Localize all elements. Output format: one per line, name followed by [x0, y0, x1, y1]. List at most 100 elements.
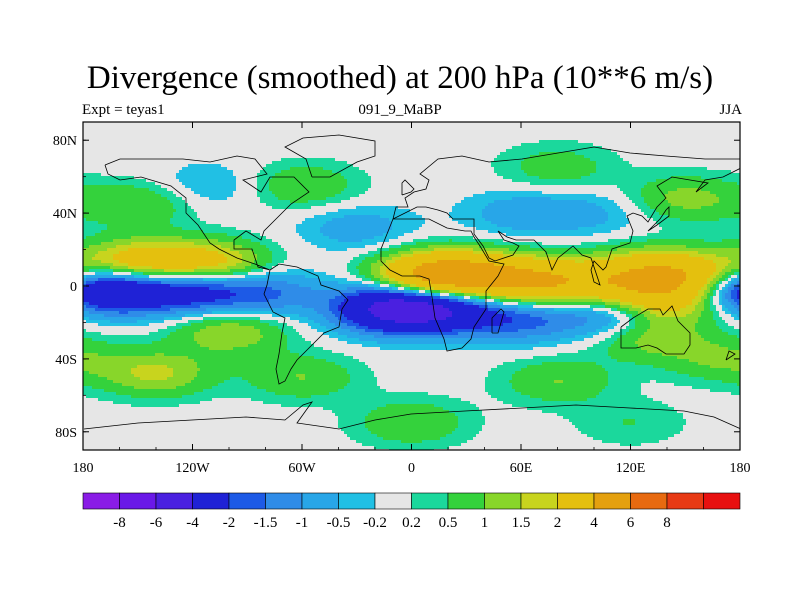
- field-cell: [404, 287, 410, 290]
- field-cell: [728, 347, 740, 350]
- field-cell: [485, 383, 512, 386]
- field-cell: [635, 362, 698, 365]
- field-cell: [608, 323, 617, 326]
- field-cell: [83, 329, 86, 332]
- field-cell: [194, 332, 260, 335]
- field-cell: [704, 377, 740, 380]
- field-cell: [173, 215, 197, 218]
- field-cell: [362, 278, 371, 281]
- field-cell: [341, 302, 374, 305]
- field-cell: [389, 275, 416, 278]
- field-cell: [686, 245, 740, 248]
- field-cell: [707, 284, 713, 287]
- field-cell: [191, 380, 224, 383]
- field-cell: [476, 293, 491, 296]
- field-cell: [218, 239, 251, 242]
- field-cell: [620, 242, 740, 245]
- field-cell: [170, 221, 206, 224]
- field-cell: [497, 365, 527, 368]
- axis-layer: 180 120W 60W 0 60E 120E 180 80N 40N 0 40S 80S: [53, 122, 751, 476]
- field-cell: [83, 296, 230, 299]
- field-cell: [389, 284, 395, 287]
- field-cell: [389, 248, 410, 251]
- field-cell: [83, 383, 122, 386]
- field-cell: [527, 173, 590, 176]
- field-cell: [257, 179, 269, 182]
- field-cell: [485, 389, 515, 392]
- field-cell: [512, 227, 578, 230]
- field-cell: [716, 320, 725, 323]
- field-cell: [719, 218, 740, 221]
- field-cell: [719, 302, 722, 305]
- field-cell: [734, 317, 740, 320]
- field-cell: [320, 323, 335, 326]
- field-cell: [728, 281, 731, 284]
- field-cell: [605, 314, 614, 317]
- field-cell: [431, 251, 473, 254]
- field-cell: [686, 272, 713, 275]
- field-cell: [92, 257, 113, 260]
- field-cell: [191, 302, 233, 305]
- field-cell: [617, 248, 740, 251]
- colorbar-label: -1.5: [254, 515, 278, 531]
- colorbar-label: -6: [150, 515, 163, 531]
- field-cell: [611, 308, 617, 311]
- field-cell: [233, 302, 329, 305]
- field-cell: [641, 188, 677, 191]
- field-cell: [671, 266, 716, 269]
- field-cell: [350, 374, 374, 377]
- field-cell: [218, 251, 239, 254]
- field-cell: [500, 308, 518, 311]
- field-cell: [587, 320, 611, 323]
- field-cell: [389, 263, 422, 266]
- field-cell: [83, 218, 86, 221]
- field-cell: [254, 251, 272, 254]
- colorbar-swatch: [703, 492, 741, 510]
- field-cell: [452, 218, 485, 221]
- field-cell: [107, 227, 182, 230]
- field-cell: [269, 179, 347, 182]
- field-cell: [83, 182, 155, 185]
- field-cell: [587, 332, 599, 335]
- field-cell: [83, 305, 86, 308]
- field-cell: [641, 194, 665, 197]
- field-cell: [659, 212, 740, 215]
- field-cell: [452, 314, 506, 317]
- field-cell: [83, 338, 92, 341]
- field-cell: [197, 371, 347, 374]
- y-tick-label: 40N: [53, 207, 77, 222]
- x-tick-label: 120E: [616, 461, 646, 476]
- field-cell: [398, 251, 413, 254]
- field-cell: [194, 359, 326, 362]
- field-cell: [314, 320, 329, 323]
- coastline: [647, 206, 670, 232]
- field-cell: [701, 311, 713, 314]
- field-cell: [83, 368, 131, 371]
- field-cell: [725, 296, 731, 299]
- field-cell: [383, 437, 440, 440]
- field-cell: [644, 212, 659, 215]
- field-cell: [383, 329, 452, 332]
- field-cell: [347, 335, 374, 338]
- field-cell: [329, 308, 338, 311]
- field-cell: [257, 188, 269, 191]
- field-cell: [347, 317, 380, 320]
- field-cell: [170, 200, 185, 203]
- coastline: [620, 305, 691, 355]
- field-cell: [722, 329, 740, 332]
- field-cell: [494, 158, 524, 161]
- field-cell: [470, 260, 575, 263]
- field-cell: [185, 383, 218, 386]
- field-cell: [308, 200, 341, 203]
- field-cell: [308, 317, 326, 320]
- field-cell: [128, 266, 152, 269]
- field-cell: [329, 302, 341, 305]
- field-cell: [449, 299, 458, 302]
- field-cell: [440, 296, 449, 299]
- field-cell: [704, 302, 710, 305]
- field-cell: [329, 305, 338, 308]
- field-cell: [602, 389, 641, 392]
- field-cell: [269, 185, 347, 188]
- field-cell: [176, 386, 212, 389]
- field-cell: [581, 242, 620, 245]
